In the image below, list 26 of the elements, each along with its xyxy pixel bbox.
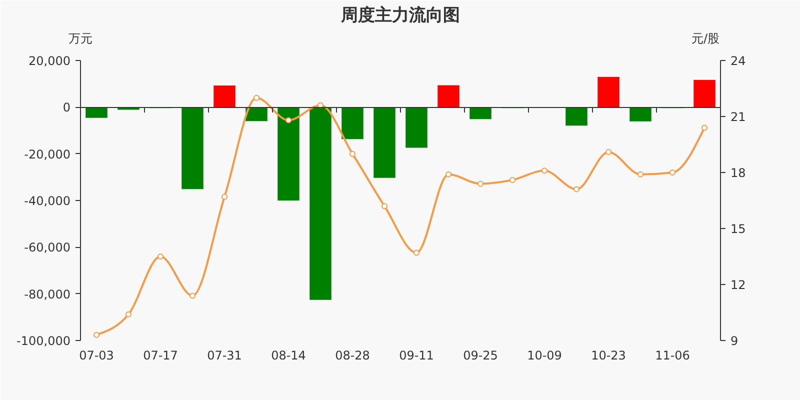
y2-tick-label: 24 <box>730 54 746 68</box>
y2-tick-label: 9 <box>730 334 738 348</box>
x-tick-label: 09-11 <box>399 348 434 362</box>
y2-tick-label: 15 <box>730 222 746 236</box>
x-tick-label: 10-09 <box>527 348 562 362</box>
y2-tick-label: 21 <box>730 110 746 124</box>
y2-axis-title: 元/股 <box>691 32 720 46</box>
y-tick-label: -20,000 <box>24 147 71 162</box>
y2-tick-label: 18 <box>730 166 746 180</box>
x-tick-label: 07-03 <box>79 348 114 362</box>
x-tick-label: 07-17 <box>143 348 178 362</box>
y2-tick-label: 12 <box>730 278 746 292</box>
chart-title: 周度主力流向图 <box>340 6 460 26</box>
x-tick-label: 08-14 <box>271 348 306 362</box>
x-tick-label: 09-25 <box>463 348 498 362</box>
x-tick-label: 10-23 <box>591 348 626 362</box>
y-tick-label: -40,000 <box>24 194 71 208</box>
y-tick-label: -100,000 <box>16 334 70 348</box>
y-tick-label: -80,000 <box>24 287 71 302</box>
x-tick-label: 07-31 <box>207 348 242 362</box>
y-axis-title: 万元 <box>68 32 93 46</box>
y-tick-label: 20,000 <box>28 54 71 68</box>
y-tick-label: 0 <box>62 100 71 115</box>
x-tick-label: 11-06 <box>655 348 690 362</box>
y-tick-label: -60,000 <box>24 240 71 255</box>
x-tick-label: 08-28 <box>335 348 370 362</box>
